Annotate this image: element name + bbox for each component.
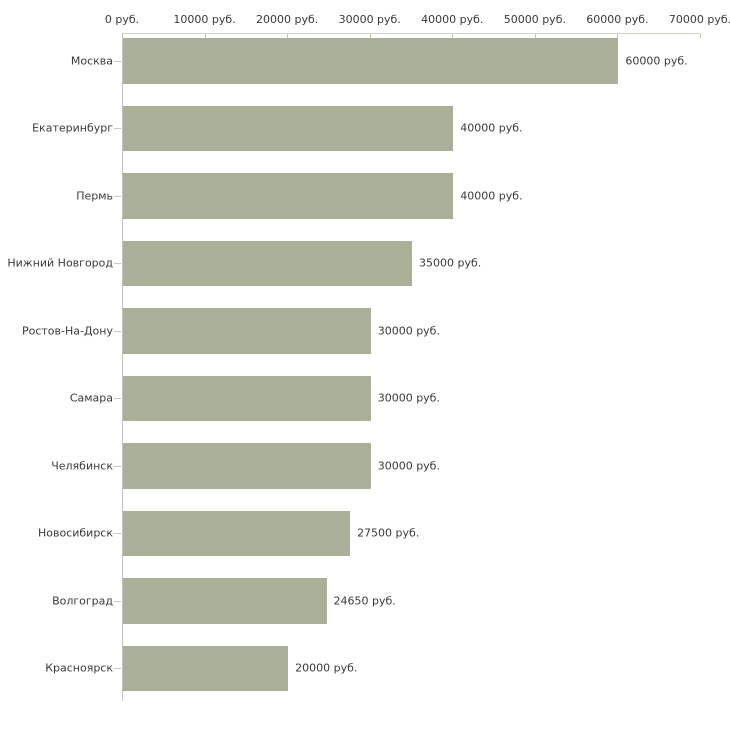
bar [123, 443, 371, 489]
value-label: 27500 руб. [357, 526, 420, 540]
bar [123, 308, 371, 354]
category-label: Москва [70, 54, 113, 68]
category-tick-mark [114, 465, 121, 467]
x-axis-tick-label: 40000 руб. [421, 13, 484, 26]
x-axis-tick-mark [700, 33, 701, 38]
category-tick-mark [114, 533, 121, 535]
x-axis-tick-mark [369, 33, 371, 38]
x-axis-tick-mark [534, 33, 536, 38]
x-axis-tick-mark [204, 33, 206, 38]
x-axis-tick-mark [287, 33, 289, 38]
category-tick-mark [114, 128, 121, 130]
bar [123, 375, 371, 421]
category-tick-mark [114, 60, 121, 62]
category-label: Ростов-На-Дону [21, 324, 113, 338]
x-axis-tick-label: 10000 руб. [173, 13, 236, 26]
x-axis-line [122, 33, 701, 34]
category-label: Новосибирск [37, 526, 113, 540]
bar [123, 240, 412, 286]
category-label: Пермь [76, 189, 113, 203]
category-label: Красноярск [45, 661, 113, 675]
category-tick-mark [114, 398, 121, 400]
category-label: Волгоград [52, 594, 113, 608]
category-tick-mark [114, 330, 121, 332]
x-axis-tick-mark [452, 33, 454, 38]
category-tick-mark [114, 668, 121, 670]
bar [123, 578, 327, 624]
value-label: 30000 руб. [377, 459, 440, 473]
value-label: 60000 руб. [625, 54, 688, 68]
x-axis-tick-label: 20000 руб. [256, 13, 319, 26]
x-axis-tick-label: 0 руб. [104, 13, 140, 26]
category-label: Екатеринбург [32, 121, 113, 135]
x-axis-tick-label: 50000 руб. [503, 13, 566, 26]
value-label: 30000 руб. [377, 324, 440, 338]
x-axis-tick-mark [617, 33, 619, 38]
category-tick-mark [114, 195, 121, 197]
x-axis-tick-label: 60000 руб. [586, 13, 649, 26]
category-tick-mark [114, 263, 121, 265]
x-axis-tick-label: 70000 руб. [668, 13, 730, 26]
bar [123, 173, 454, 219]
category-label: Самара [69, 391, 113, 405]
bar [123, 645, 289, 691]
value-label: 24650 руб. [333, 594, 396, 608]
value-label: 40000 руб. [460, 121, 523, 135]
bar [123, 38, 619, 84]
value-label: 35000 руб. [419, 256, 482, 270]
value-label: 40000 руб. [460, 189, 523, 203]
bar [123, 105, 454, 151]
value-label: 30000 руб. [377, 391, 440, 405]
category-tick-mark [114, 600, 121, 602]
category-label: Нижний Новгород [7, 256, 113, 270]
value-label: 20000 руб. [295, 661, 358, 675]
y-axis-line [122, 33, 123, 701]
x-axis-tick-label: 30000 руб. [338, 13, 401, 26]
bar [123, 510, 351, 556]
category-label: Челябинск [51, 459, 113, 473]
